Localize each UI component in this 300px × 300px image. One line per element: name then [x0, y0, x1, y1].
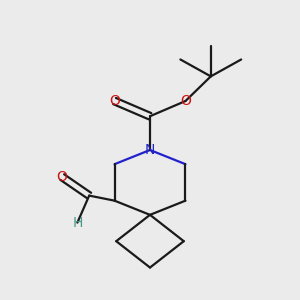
Text: O: O	[180, 94, 191, 108]
Text: N: N	[145, 143, 155, 157]
Text: O: O	[109, 94, 120, 108]
Text: H: H	[72, 216, 82, 230]
Text: O: O	[57, 170, 68, 184]
